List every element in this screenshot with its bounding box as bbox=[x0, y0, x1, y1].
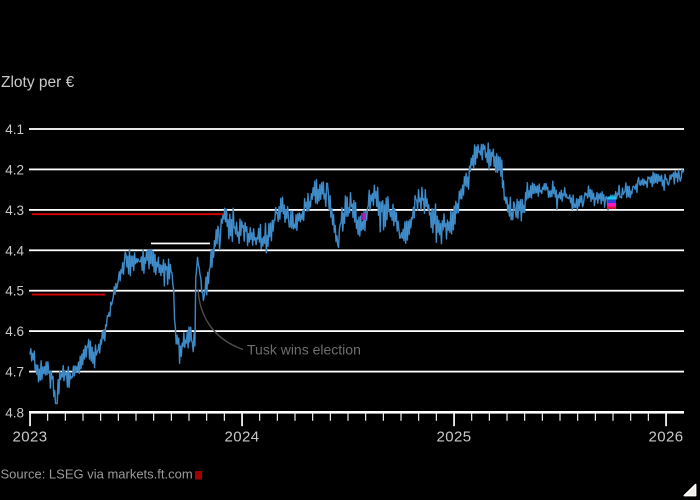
svg-text:2025: 2025 bbox=[437, 429, 472, 446]
svg-text:4.6: 4.6 bbox=[5, 324, 24, 339]
svg-text:4.1: 4.1 bbox=[5, 122, 24, 137]
svg-text:4.3: 4.3 bbox=[5, 203, 24, 218]
svg-text:4.4: 4.4 bbox=[5, 243, 24, 258]
svg-text:4.2: 4.2 bbox=[5, 162, 24, 177]
svg-text:4.7: 4.7 bbox=[5, 365, 24, 380]
svg-text:2024: 2024 bbox=[225, 429, 260, 446]
svg-text:Zloty per €: Zloty per € bbox=[1, 74, 75, 91]
svg-text:4.5: 4.5 bbox=[5, 284, 24, 299]
svg-text:4.8: 4.8 bbox=[5, 405, 24, 420]
svg-text:Tusk wins election: Tusk wins election bbox=[247, 342, 361, 358]
svg-text:2023: 2023 bbox=[13, 429, 48, 446]
svg-text:2026: 2026 bbox=[649, 429, 684, 446]
svg-text:Source: LSEG via markets.ft.co: Source: LSEG via markets.ft.com bbox=[1, 467, 193, 482]
